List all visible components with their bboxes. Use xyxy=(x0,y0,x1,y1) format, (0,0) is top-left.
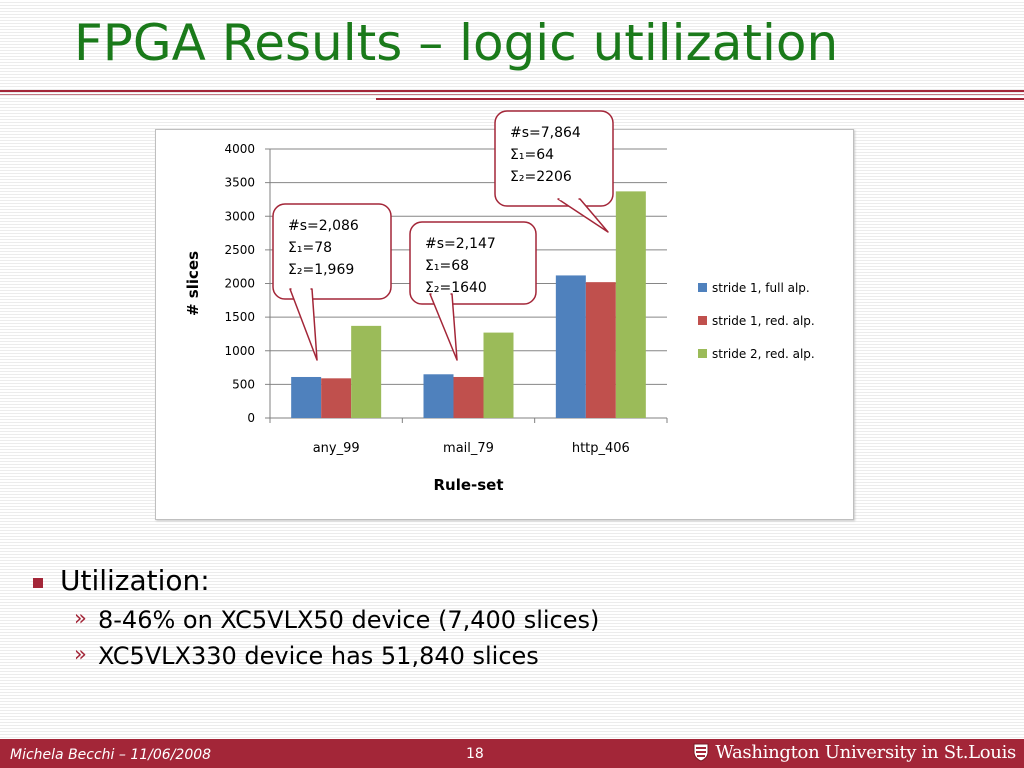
bar xyxy=(483,332,514,418)
annotation-callout: #s=2,147 Σ₁=68 Σ₂=1640 xyxy=(409,221,537,361)
legend-label: stride 1, red. alp. xyxy=(712,314,815,328)
legend-swatch xyxy=(698,283,707,292)
bullet-square-icon xyxy=(33,578,43,588)
slide-title: FPGA Results – logic utilization xyxy=(74,14,839,72)
callout-text: Σ₂=1640 xyxy=(425,280,487,296)
slide-number: 18 xyxy=(466,746,484,762)
callout-box xyxy=(494,110,614,207)
y-tick-label: 2500 xyxy=(224,243,255,257)
x-tick-label: http_406 xyxy=(572,441,630,456)
callout-text: #s=2,147 xyxy=(425,236,496,252)
y-tick-label: 1500 xyxy=(224,310,255,324)
y-axis-title: # slices xyxy=(184,251,202,316)
y-tick-label: 3500 xyxy=(224,176,255,190)
callout-text: Σ₂=2206 xyxy=(510,169,572,185)
sub-bullet-text: XC5VLX330 device has 51,840 slices xyxy=(98,642,539,670)
callout-text: Σ₂=1,969 xyxy=(288,262,354,278)
footer-author-date: Michela Becchi – 11/06/2008 xyxy=(10,747,212,763)
annotation-callout: #s=7,864 Σ₁=64 Σ₂=2206 xyxy=(494,110,614,233)
legend-swatch xyxy=(698,349,707,358)
title-divider xyxy=(0,90,1024,92)
bar xyxy=(351,325,382,418)
bar xyxy=(453,376,484,418)
y-tick-label: 3000 xyxy=(224,209,255,223)
bar xyxy=(423,374,454,418)
bullet-text: Utilization: xyxy=(60,564,210,597)
footer-bar: Michela Becchi – 11/06/2008 18 Washingto… xyxy=(0,739,1024,768)
x-axis-title: Rule-set xyxy=(433,476,503,494)
sub-bullet-marker-icon: » xyxy=(74,642,87,666)
y-tick-label: 500 xyxy=(232,377,255,391)
y-tick-label: 1000 xyxy=(224,344,255,358)
y-tick-label: 2000 xyxy=(224,277,255,291)
x-tick-label: mail_79 xyxy=(443,441,494,456)
callout-text: Σ₁=64 xyxy=(510,147,554,163)
bar xyxy=(555,275,586,418)
bar xyxy=(615,191,646,418)
sub-bullet-text: 8-46% on XC5VLX50 device (7,400 slices) xyxy=(98,606,600,634)
title-divider-accent xyxy=(376,98,1024,100)
legend-label: stride 2, red. alp. xyxy=(712,347,815,361)
legend-label: stride 1, full alp. xyxy=(712,281,810,295)
utilization-bar-chart: 0 500 1000 1500 2000 2500 3000 3500 4000 any_99 ma… xyxy=(184,110,815,494)
bar xyxy=(291,376,322,418)
callout-pointer xyxy=(289,288,318,361)
sub-bullet-marker-icon: » xyxy=(74,606,87,630)
y-tick-label: 0 xyxy=(247,411,255,425)
callout-text: #s=7,864 xyxy=(510,125,581,141)
annotation-callout: #s=2,086 Σ₁=78 Σ₂=1,969 xyxy=(272,203,392,361)
title-divider-thin xyxy=(0,94,1024,95)
callout-text: Σ₁=68 xyxy=(425,258,469,274)
x-tick-label: any_99 xyxy=(313,441,360,456)
legend-swatch xyxy=(698,316,707,325)
bar xyxy=(321,378,352,418)
university-logo: Washington University in St.Louis xyxy=(693,742,1016,763)
callout-box xyxy=(409,221,537,305)
y-tick-label: 4000 xyxy=(224,142,255,156)
callout-box xyxy=(272,203,392,300)
callout-pointer xyxy=(429,293,458,361)
callout-text: Σ₁=78 xyxy=(288,240,332,256)
university-shield-icon xyxy=(693,743,709,762)
callout-text: #s=2,086 xyxy=(288,218,359,234)
bar xyxy=(585,282,616,418)
university-name: Washington University in St.Louis xyxy=(715,742,1016,763)
